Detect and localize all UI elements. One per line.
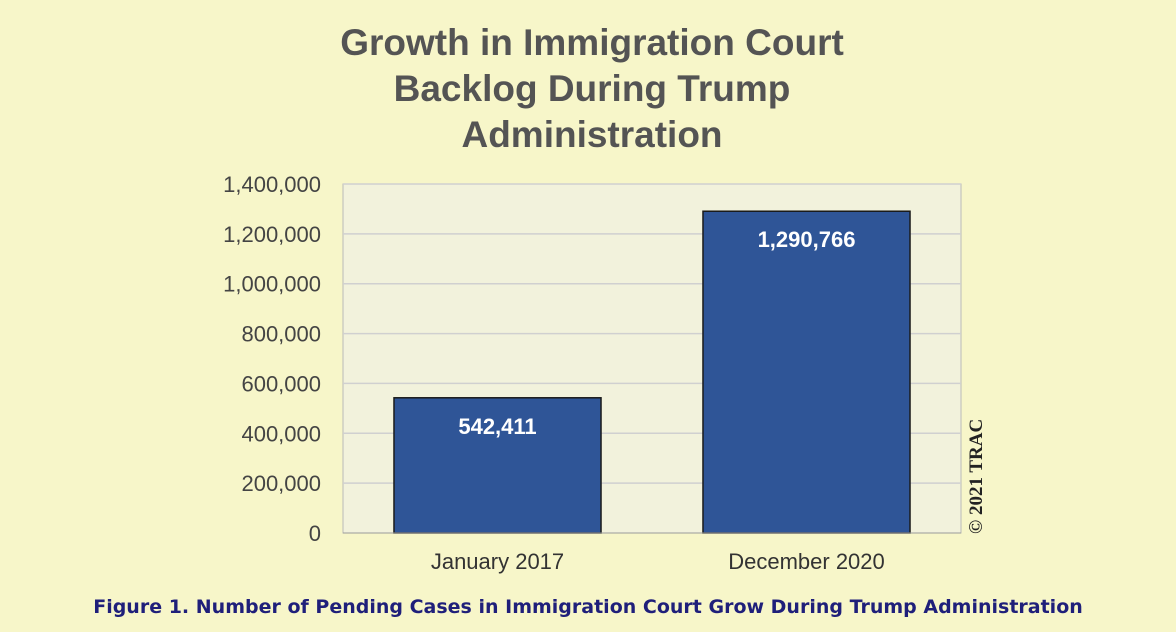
y-tick-label: 1,000,000 [223,272,321,297]
y-tick-label: 1,200,000 [223,222,321,247]
bar [702,210,911,534]
figure-caption: Figure 1. Number of Pending Cases in Imm… [93,596,1083,618]
chart-title: Growth in Immigration Court Backlog Duri… [0,20,1176,158]
y-tick-label: 1,400,000 [223,172,321,197]
data-labels: 542,411 1,290,766 [458,227,855,439]
chart-title-line-2: Backlog During Trump [393,68,791,109]
y-tick-label: 600,000 [241,371,321,396]
y-tick-label: 400,000 [241,421,321,446]
chart-title-line-1: Growth in Immigration Court [340,22,844,63]
x-category-label: January 2017 [431,549,564,574]
y-tick-label: 800,000 [241,322,321,347]
data-label: 1,290,766 [758,227,856,252]
copyright-watermark: © 2021 TRAC [966,418,987,534]
bars [393,210,911,534]
data-label: 542,411 [458,414,536,439]
y-tick-label: 0 [309,521,321,546]
x-axis-categories: January 2017 December 2020 [431,549,885,574]
chart-title-line-3: Administration [461,114,723,155]
y-axis-ticks: 0 200,000 400,000 600,000 800,000 1,000,000 1,… [223,172,321,546]
x-category-label: December 2020 [728,549,885,574]
y-tick-label: 200,000 [241,471,321,496]
